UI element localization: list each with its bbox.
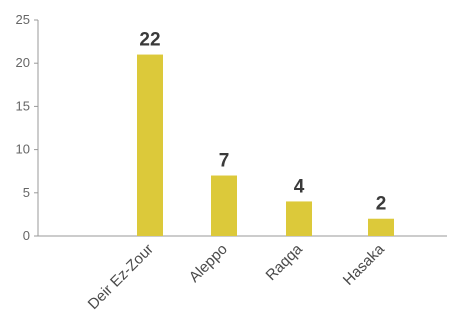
data-label: 2	[376, 194, 387, 215]
y-axis-ticks: 0 5 10 15 20 25	[16, 12, 38, 243]
y-tick-label: 10	[16, 142, 30, 157]
category-label: Raqqa	[263, 240, 307, 284]
data-label: 4	[294, 176, 305, 197]
chart-bars	[137, 54, 394, 237]
y-tick-label: 5	[23, 185, 30, 200]
y-tick-label: 20	[16, 55, 30, 70]
category-label: Hasaka	[340, 240, 388, 288]
bar	[368, 218, 394, 236]
y-tick-label: 15	[16, 98, 30, 113]
category-labels: Deir Ez-Zour Aleppo Raqqa Hasaka	[85, 240, 389, 313]
data-label: 22	[139, 30, 160, 51]
y-tick-label: 25	[16, 12, 30, 27]
bar	[137, 54, 163, 237]
category-label: Aleppo	[186, 241, 231, 286]
data-labels: 22 7 4 2	[139, 30, 386, 215]
data-label: 7	[219, 151, 230, 172]
category-label: Deir Ez-Zour	[85, 241, 157, 313]
bar	[211, 175, 237, 236]
y-tick-label: 0	[23, 228, 30, 243]
bar	[286, 201, 312, 236]
